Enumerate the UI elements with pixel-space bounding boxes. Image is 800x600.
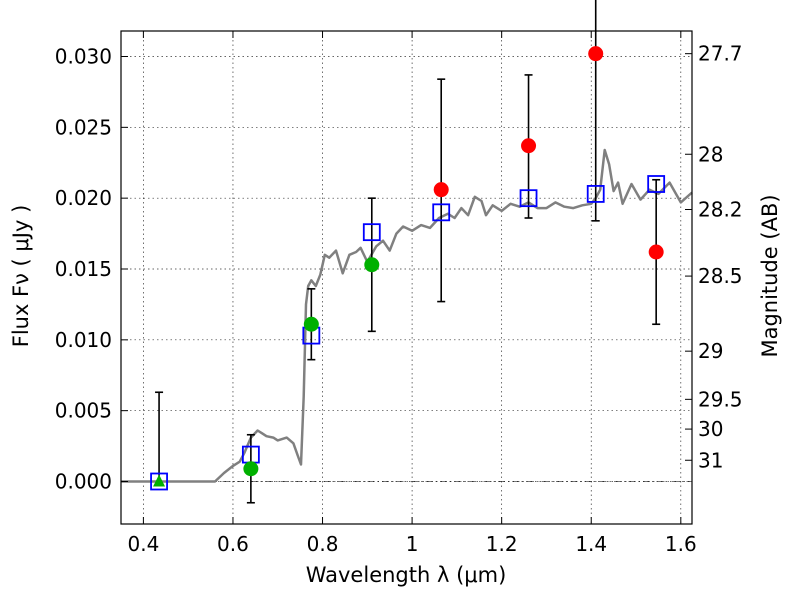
detection-point xyxy=(303,316,319,332)
x-tick-label: 0.6 xyxy=(217,532,249,556)
model-photometry-square xyxy=(150,472,168,491)
y-tick-label: 0.015 xyxy=(55,257,112,281)
x-tick-label: 1.2 xyxy=(486,532,518,556)
x-tick-label: 1.6 xyxy=(665,532,697,556)
x-tick-label: 1.4 xyxy=(575,532,607,556)
model-photometry-square xyxy=(647,175,666,193)
detection-triangle xyxy=(153,474,166,487)
measurement-red-point xyxy=(521,138,537,154)
right-tick-label: 30 xyxy=(698,417,723,441)
right-tick-label: 27.7 xyxy=(698,42,743,66)
right-tick-label: 29.5 xyxy=(698,387,743,411)
right-tick-label: 28.5 xyxy=(698,264,743,288)
detection-point xyxy=(243,461,259,477)
measurement-red-point xyxy=(588,46,604,62)
detection-point xyxy=(364,257,380,273)
right-tick-label: 28 xyxy=(698,142,723,166)
y-tick-label: 0.025 xyxy=(55,115,112,139)
right-tick-label: 31 xyxy=(698,448,723,472)
tick-labels: 0.4 0.6 0.8 1 1.2 1.4 1.6 0.000 0.005 0.010 0.015 0… xyxy=(55,42,743,556)
right-tick-label: 28.2 xyxy=(698,198,743,222)
model-spectrum-line xyxy=(121,148,693,483)
measurement-red-point xyxy=(648,244,664,260)
markers xyxy=(150,46,666,491)
model-photometry-square xyxy=(432,203,451,222)
ticks xyxy=(121,31,692,524)
y-tick-label: 0.030 xyxy=(55,45,112,69)
model-photometry-square xyxy=(586,185,605,203)
right-tick-label: 29 xyxy=(698,339,723,363)
right-axis-label: Magnitude (AB) xyxy=(758,194,782,357)
measurement-red-point xyxy=(433,182,449,198)
y-tick-label: 0.005 xyxy=(55,399,112,423)
x-tick-label: 0.4 xyxy=(127,532,159,556)
x-axis-label: Wavelength λ (μm) xyxy=(306,563,507,587)
model-photometry-square xyxy=(362,223,381,242)
model-photometry-square xyxy=(519,189,538,208)
y-tick-label: 0.000 xyxy=(55,470,112,494)
model-spectrum-group xyxy=(121,148,693,483)
plot-frame xyxy=(120,30,693,525)
y-tick-label: 0.010 xyxy=(55,328,112,352)
y-axis-label: Flux Fν ( μJy ) xyxy=(9,205,33,348)
x-tick-label: 1 xyxy=(406,532,419,556)
grid xyxy=(121,31,692,524)
y-tick-label: 0.020 xyxy=(55,186,112,210)
x-tick-label: 0.8 xyxy=(307,532,339,556)
